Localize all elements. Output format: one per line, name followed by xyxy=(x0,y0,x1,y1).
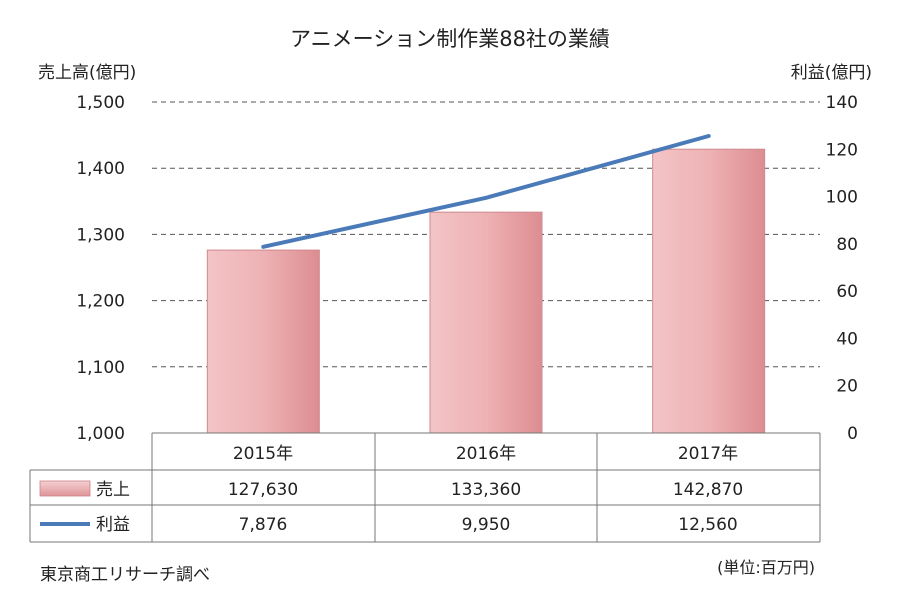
right-axis-ticks: 0 20 40 60 80 100 120 140 xyxy=(826,93,858,444)
right-tick-label: 80 xyxy=(836,235,858,255)
right-axis-label: 利益(億円) xyxy=(791,63,872,83)
legend-label-profit: 利益 xyxy=(96,515,130,535)
table-cell-sales: 127,630 xyxy=(228,480,298,500)
right-tick-label: 120 xyxy=(826,140,858,160)
data-table: 2015年 2016年 2017年 売上 利益 127,630 133,360 … xyxy=(30,433,820,542)
legend-swatch-sales xyxy=(40,481,90,496)
bar-sales-2016年 xyxy=(430,212,542,433)
right-tick-label: 40 xyxy=(836,329,858,349)
legend-label-sales: 売上 xyxy=(96,480,130,500)
category-label: 2015年 xyxy=(233,444,293,464)
table-cell-profit: 12,560 xyxy=(678,515,737,535)
left-tick-label: 1,200 xyxy=(76,292,125,312)
table-cell-profit: 7,876 xyxy=(239,515,288,535)
category-label: 2016年 xyxy=(456,444,516,464)
left-axis-label: 売上高(億円) xyxy=(38,63,136,83)
chart-title: アニメーション制作業88社の業績 xyxy=(290,27,610,51)
left-tick-label: 1,500 xyxy=(76,93,125,113)
table-cell-profit: 9,950 xyxy=(462,515,511,535)
source-note: 東京商工リサーチ調べ xyxy=(40,565,210,585)
bar-layer xyxy=(207,149,764,433)
left-tick-label: 1,000 xyxy=(76,424,125,444)
right-tick-label: 0 xyxy=(847,424,858,444)
left-axis-ticks: 1,000 1,100 1,200 1,300 1,400 1,500 xyxy=(76,93,125,444)
right-tick-label: 60 xyxy=(836,282,858,302)
right-tick-label: 20 xyxy=(836,377,858,397)
left-tick-label: 1,100 xyxy=(76,358,125,378)
left-tick-label: 1,300 xyxy=(76,225,125,245)
bar-sales-2017年 xyxy=(653,149,765,433)
category-label: 2017年 xyxy=(678,444,738,464)
table-cell-sales: 133,360 xyxy=(451,480,521,500)
table-cell-sales: 142,870 xyxy=(673,480,743,500)
right-tick-label: 140 xyxy=(826,93,858,113)
bar-sales-2015年 xyxy=(207,250,319,433)
right-tick-label: 100 xyxy=(826,188,858,208)
left-tick-label: 1,400 xyxy=(76,159,125,179)
unit-note: (単位:百万円) xyxy=(717,558,815,577)
